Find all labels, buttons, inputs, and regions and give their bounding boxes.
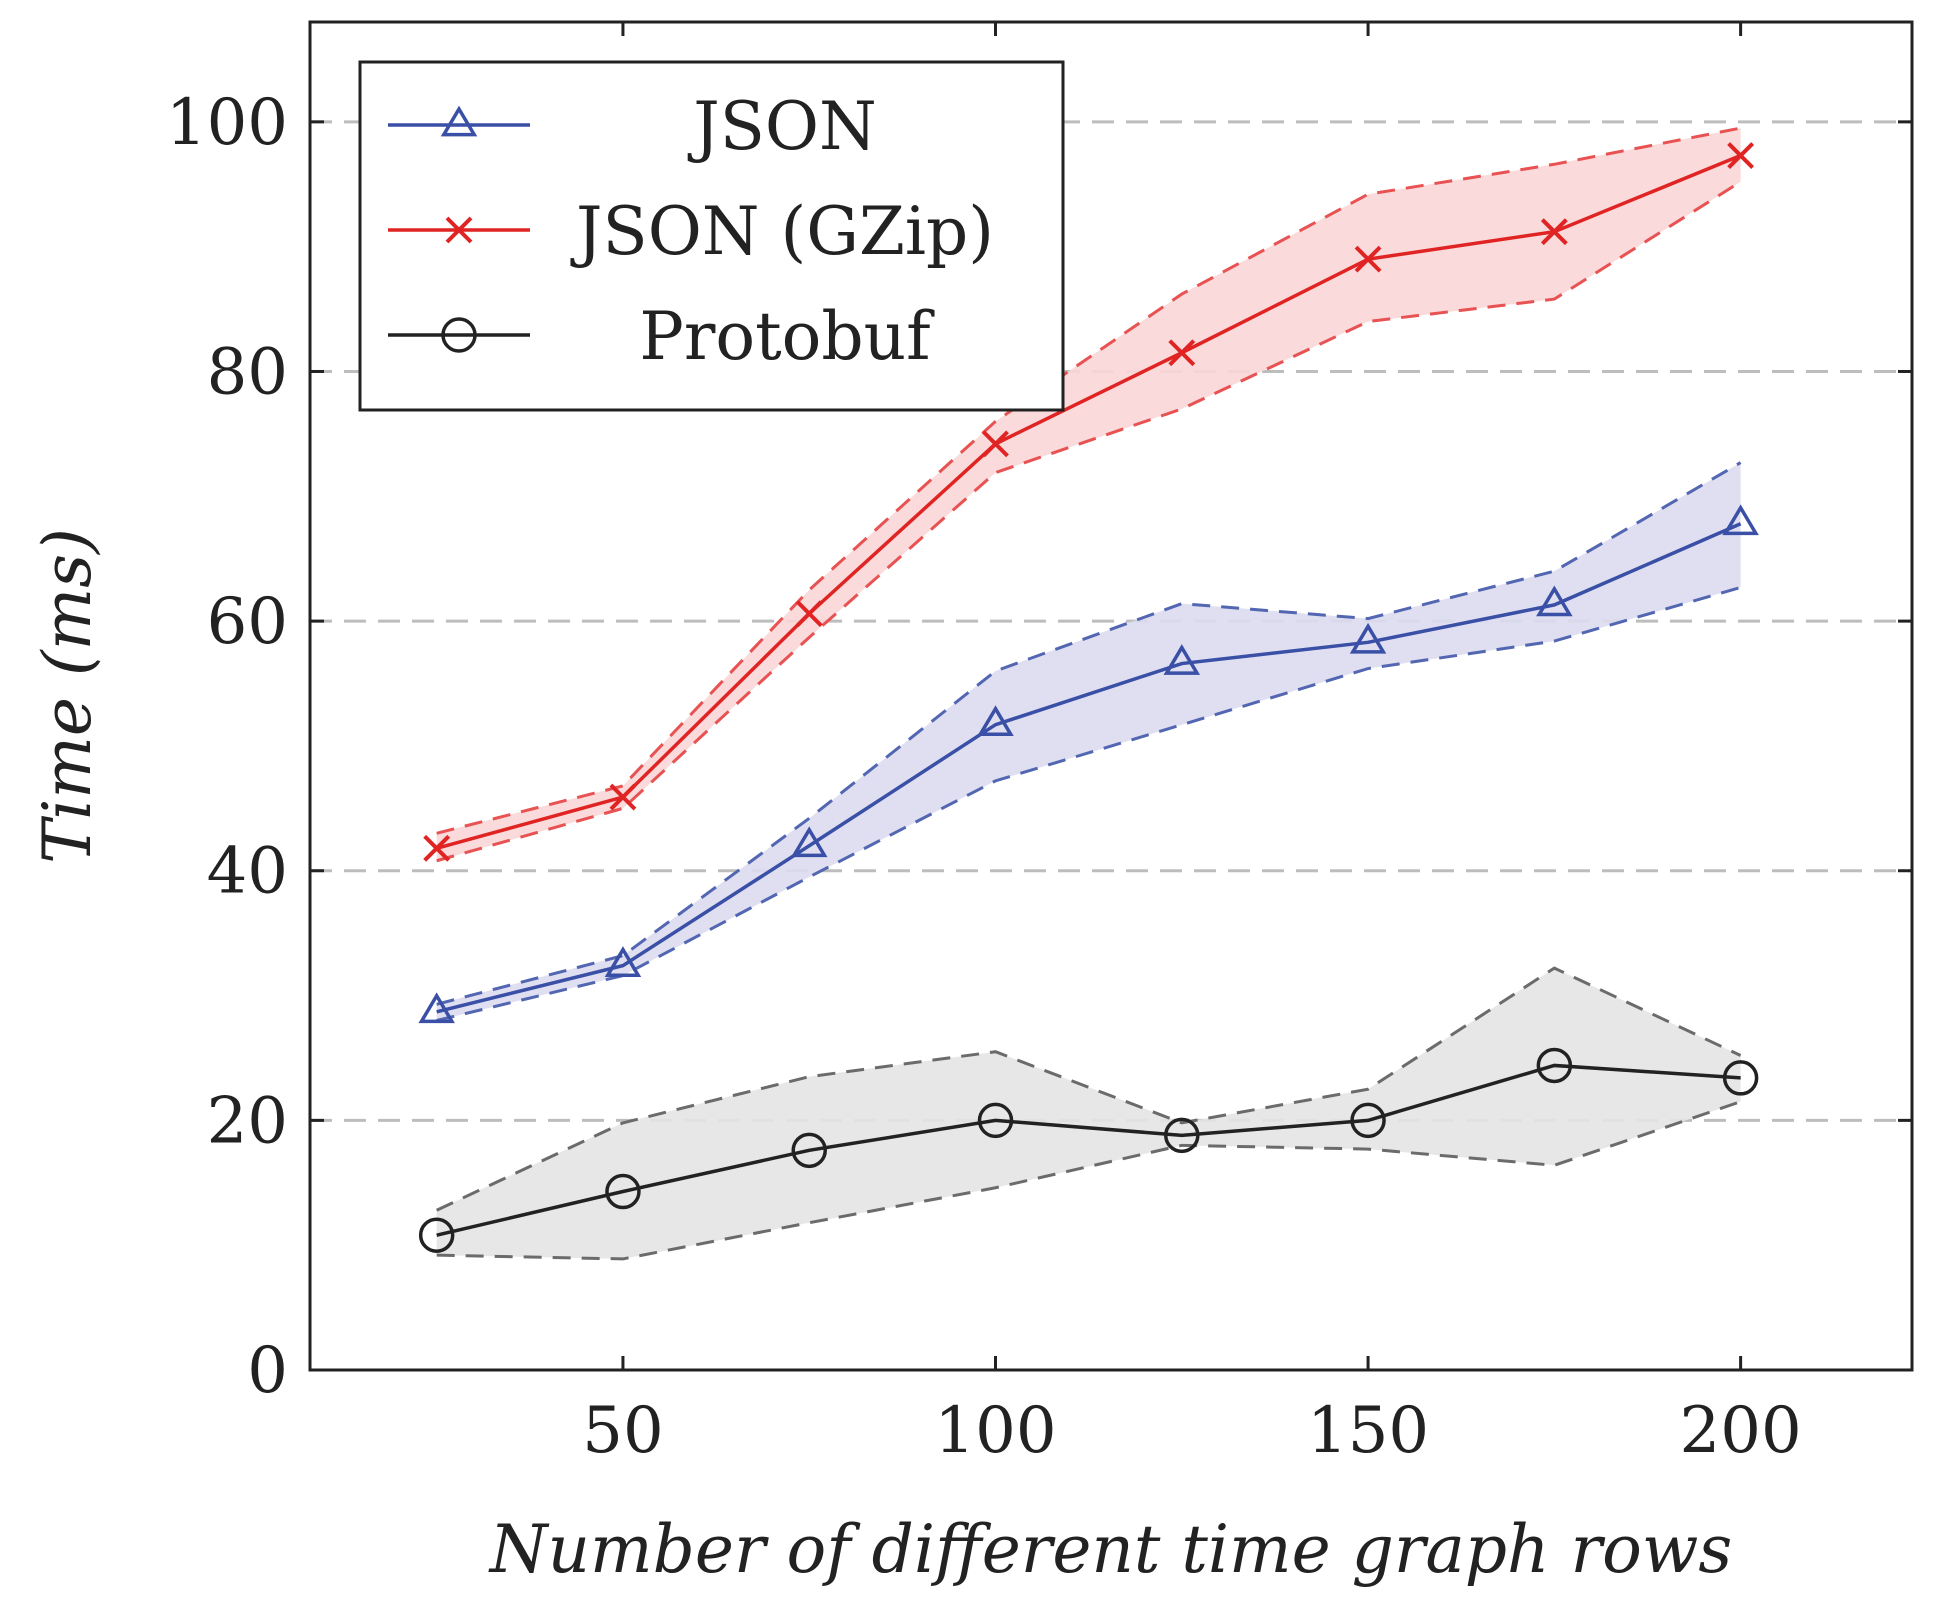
legend-marker [440,105,478,137]
series-markers [418,142,1759,1253]
x-tick-label: 150 [1307,1394,1429,1468]
legend-label: JSON [687,88,877,165]
x-axis-title: Number of different time graph rows [488,1511,1732,1588]
data-point-json-gzip [1540,218,1568,246]
plot-frame [308,20,1914,1372]
data-point-json-gzip [795,600,823,628]
data-point-protobuf [1536,1047,1573,1084]
data-point-json [1349,622,1387,654]
axis-ticks: 0 20 40 60 80 100 50 100 150 200 [166,22,1912,1468]
data-point-json [604,946,642,977]
y-tick-label: 0 [247,1334,288,1408]
data-point-json [1722,504,1759,536]
data-point-json-gzip [1168,339,1196,367]
legend-marker [445,216,473,244]
series-line-json [436,522,1742,1014]
y-axis-title: Time (ms) [29,528,106,864]
legend-box [358,60,1065,412]
legend-label: Protobuf [639,298,935,375]
legend-entries: JSON JSON (GZip) Protobuf [388,88,994,375]
data-point-json [790,826,828,858]
series-lines [436,153,1742,1237]
y-tick-label: 60 [207,585,288,659]
band-upper-edge [436,461,1742,1006]
series-line-protobuf [436,1063,1741,1237]
band-lower-edge [436,585,1742,1022]
x-tick-label: 50 [582,1394,663,1468]
data-point-json-gzip [982,430,1009,458]
band-json [436,462,1741,1021]
band-upper-edge [436,126,1741,835]
band-upper-edge [436,966,1742,1212]
data-point-json-gzip [609,783,637,811]
y-tick-label: 100 [166,86,288,160]
data-point-protobuf [1164,1117,1200,1154]
band-lower-edge [436,180,1742,863]
data-point-protobuf [1350,1102,1386,1139]
data-point-protobuf [418,1217,455,1253]
data-point-protobuf [977,1102,1014,1139]
y-tick-label: 80 [207,335,288,409]
data-point-json [1163,644,1201,675]
series-line-json-gzip [436,153,1742,850]
data-point-json-gzip [1354,245,1382,273]
y-tick-label: 40 [207,835,288,909]
y-tick-label: 20 [207,1084,288,1158]
data-point-json-gzip [1727,142,1755,169]
data-point-json [1536,585,1573,617]
data-point-protobuf [1722,1060,1759,1096]
confidence-bands [436,126,1742,1261]
data-point-json [977,705,1014,737]
band-protobuf [436,968,1741,1259]
x-tick-label: 100 [934,1394,1056,1468]
x-tick-label: 200 [1680,1394,1802,1468]
data-point-protobuf [605,1173,641,1210]
legend-marker [441,317,477,353]
band-json-gzip- [436,128,1741,861]
legend-label: JSON (GZip) [570,193,994,270]
data-point-json-gzip [423,834,451,862]
band-lower-edge [436,1100,1742,1261]
data-point-json [418,992,455,1024]
legend: JSON JSON (GZip) Protobuf [358,60,1065,412]
data-point-protobuf [791,1132,827,1169]
